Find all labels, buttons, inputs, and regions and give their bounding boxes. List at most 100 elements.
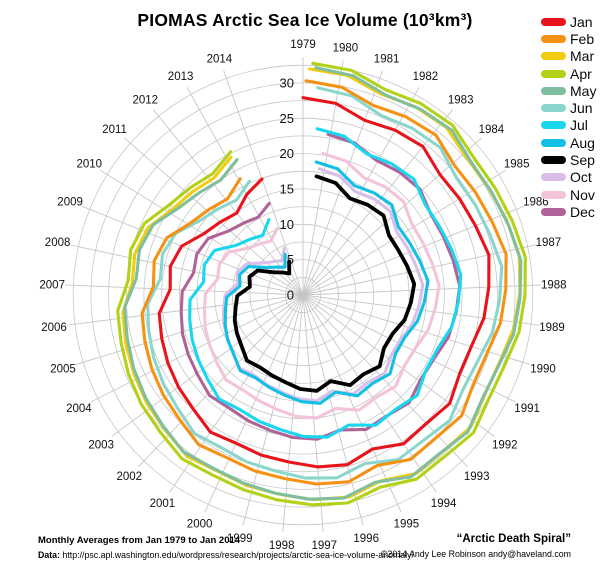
year-spoke [90,294,304,403]
radial-tick-label: 10 [280,217,294,232]
legend-item-jul: Jul [541,117,596,134]
polar-grid [65,57,541,533]
copyright-text: ©2014 Andy Lee Robinson andy@haveland.co… [380,549,571,559]
year-spoke [302,294,531,366]
year-label: 1981 [374,53,400,65]
series-line-may [123,66,523,501]
year-label: 1993 [464,471,490,483]
series-line-jul [188,127,463,439]
year-label: 1983 [448,95,474,107]
radial-tick-label: 15 [280,181,294,196]
legend-label: Oct [570,169,592,186]
year-label: 1998 [269,540,295,552]
legend-swatch [541,104,566,113]
series-line-dec [179,132,462,441]
legend-item-aug: Aug [541,134,596,151]
legend-item-jan: Jan [541,13,596,30]
footer-data-label: Data: [38,550,60,560]
year-label: 2002 [117,471,143,483]
year-label: 1997 [312,540,338,552]
year-label: 2014 [207,53,233,65]
year-label: 1979 [290,39,316,51]
legend-item-sep: Sep [541,151,596,168]
year-spoke [223,70,304,296]
month-series [116,61,527,507]
death-spiral-caption: “Arctic Death Spiral” [456,533,571,545]
year-label: 1988 [541,279,567,291]
year-label: 2008 [45,237,71,249]
year-spoke [66,294,304,326]
legend-item-nov: Nov [541,186,596,203]
legend-swatch [541,190,566,199]
year-label: 1996 [353,533,379,545]
year-label: 2000 [187,519,213,531]
year-label: 2001 [150,498,176,510]
year-label: 2010 [77,158,103,170]
legend-swatch [541,34,566,43]
legend-label: May [570,82,597,99]
year-label: 2009 [57,196,83,208]
year-label: 1994 [431,498,457,510]
year-label: 2013 [168,71,194,83]
radial-tick-label: 5 [287,252,294,267]
year-spoke [282,294,304,533]
legend-swatch [541,173,566,182]
year-label: 2003 [88,439,114,451]
year-spoke [302,294,516,403]
legend: Jan Feb Mar Apr May Jun Jul Aug Sep Oct Nov Dec [541,13,596,221]
footer-left: Monthly Averages from Jan 1979 to Jan 20… [38,535,508,560]
legend-label: Aug [570,134,595,151]
year-spoke [82,205,304,296]
series-line-aug [223,160,430,405]
footer-data-source: Data: http://psc.apl.washington.edu/word… [38,550,508,560]
legend-label: Mar [570,48,595,65]
year-label: 2006 [41,322,67,334]
legend-label: Apr [570,65,592,82]
year-label: 2005 [50,364,76,376]
year-spoke [302,294,402,513]
series-line-sep [232,174,417,393]
radial-tick-label: 30 [280,75,294,90]
legend-swatch [541,17,566,26]
legend-swatch [541,52,566,61]
year-label: 2007 [39,279,65,291]
legend-item-feb: Feb [541,30,596,47]
footer-data-url: http://psc.apl.washington.edu/wordpress/… [62,550,414,560]
legend-swatch [541,207,566,216]
year-spoke [75,294,304,366]
year-label: 1985 [504,158,530,170]
radial-tick-label: 20 [280,146,294,161]
radial-axis-labels: 0 5 10 15 20 25 30 [280,75,294,302]
legend-item-may: May [541,82,596,99]
year-spoke [70,244,304,296]
year-spoke [302,294,437,493]
year-label: 1990 [530,364,556,376]
footer-right: “Arctic Death Spiral” ©2014 Andy Lee Rob… [381,533,571,559]
year-label: 1986 [523,196,549,208]
year-label: 1989 [539,322,565,334]
legend-item-dec: Dec [541,203,596,220]
legend-swatch [541,138,566,147]
legend-swatch [541,69,566,78]
year-label: 1980 [333,43,359,55]
year-spoke [302,294,469,468]
radial-tick-label: 25 [280,111,294,126]
footer-subtitle: Monthly Averages from Jan 1979 to Jan 20… [38,535,241,546]
legend-swatch [541,156,566,165]
legend-label: Dec [570,203,595,220]
year-label: 1995 [394,519,420,531]
series-line-nov [202,152,441,420]
chart-title: PIOMAS Arctic Sea Ice Volume (10³km³) [137,10,473,30]
year-labels: 1979 1980 1981 1982 1983 1984 1985 1986 1987 1988… [39,39,566,552]
legend-label: Nov [570,186,595,203]
year-spoke [302,294,324,533]
legend-label: Feb [570,30,595,47]
legend-label: Jul [570,117,588,134]
year-label: 2004 [66,403,92,415]
series-line-jun [146,86,504,480]
year-spoke [204,294,304,513]
year-label: 1999 [227,533,253,545]
year-label: 1992 [492,439,518,451]
legend-item-jun: Jun [541,99,596,116]
series-line-apr [116,61,527,507]
